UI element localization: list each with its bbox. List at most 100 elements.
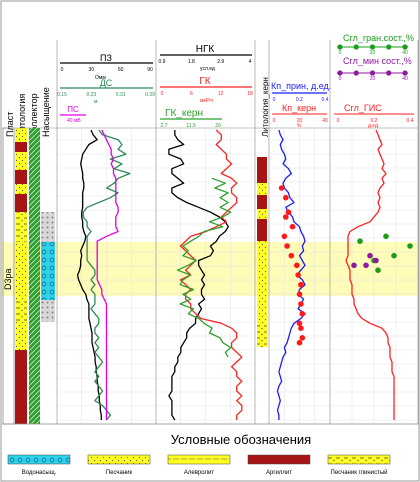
- legend-label: Песчаник: [106, 470, 133, 476]
- legend-label: Песчаник глинистый: [331, 469, 388, 476]
- point-Кп_керн: [298, 281, 304, 288]
- ds-unit: м: [94, 99, 98, 105]
- gk-unit: мкР/ч: [200, 98, 213, 104]
- litho-clay-3: [15, 194, 27, 212]
- point-Сгл_гран.сост.: [383, 233, 389, 240]
- legend-swatch-sand: [87, 454, 151, 465]
- curve-НГК: [168, 130, 229, 421]
- point-Сгл_мин сост.: [373, 257, 379, 264]
- litho-sand-4: [15, 242, 27, 300]
- point-Сгл_мин сост.: [367, 252, 373, 259]
- scale-marker: [353, 70, 359, 76]
- point-Кп_керн: [296, 320, 303, 327]
- scale-tick-label: 0: [61, 67, 64, 73]
- kp-kern-unit: %: [297, 123, 302, 129]
- legend-label: Водонасыщ.: [22, 470, 57, 476]
- litho-clay-4: [15, 350, 27, 424]
- legend-swatch-clay: [247, 454, 311, 465]
- kp-scale-ticks: 0 0.2 0.4: [273, 97, 329, 103]
- plast-header: Пласт: [5, 112, 15, 137]
- scale-marker: [402, 44, 408, 50]
- sgl-gran-scale: 0 20 40: [337, 44, 408, 56]
- core-points: [278, 185, 413, 346]
- curve-ДС: [82, 129, 131, 421]
- scale-tick-label: 0.39: [145, 92, 155, 98]
- point-Кп_керн: [283, 214, 289, 220]
- point-Кп_керн: [289, 223, 296, 230]
- sgl-gis-title: Сгл_ГИС: [344, 103, 382, 113]
- formation-label: D3pa: [3, 268, 13, 290]
- point-Кп_керн: [278, 185, 285, 191]
- scale-tick-label: 11.9: [186, 123, 196, 129]
- lithology-column: [15, 128, 27, 424]
- track4-header: Сгл_гран.сост.,% 0 20 40 Сгл_мин сост.,% 0…: [334, 33, 414, 129]
- core-sand-3: [257, 241, 267, 325]
- curve-ПС: [96, 129, 119, 420]
- collector-header: Коллектор: [29, 93, 39, 137]
- point-Кп_керн: [288, 252, 295, 259]
- scale-marker: [369, 44, 376, 50]
- scale-tick-label: 18: [247, 91, 253, 97]
- gk-kern-title: ГК_керн: [165, 108, 203, 119]
- scale-marker: [386, 44, 392, 50]
- scale-tick-label: 20: [215, 123, 221, 129]
- ngk-title: НГК: [196, 44, 215, 55]
- scale-tick-label: 60: [118, 67, 124, 73]
- ngk-scale-ticks: 0.9 1.8 2.9 4: [159, 59, 252, 65]
- scale-tick-label: 12: [218, 91, 224, 97]
- scale-tick-label: 0.15: [57, 92, 67, 98]
- sgl-gis-unit: д.ед.: [368, 123, 379, 129]
- sgl-min-title: Сгл_мин сост.,%: [343, 56, 412, 66]
- legend-swatch-clayey-sand: [327, 454, 391, 465]
- point-Кп_керн: [285, 209, 292, 215]
- legend-swatch-water: [7, 454, 71, 465]
- log-curves: [76, 129, 395, 421]
- scale-tick-label: 0: [273, 97, 276, 103]
- point-Сгл_гран.сост.: [407, 243, 413, 249]
- point-Сгл_мин сост.: [351, 262, 357, 269]
- scale-tick-label: 0.2: [371, 118, 378, 124]
- point-Сгл_мин сост.: [363, 262, 369, 269]
- ds-scale-ticks: 0.15 0.23 0.31 0.39: [57, 92, 155, 98]
- legend-swatch-silt: [167, 454, 231, 465]
- point-Кп_керн: [295, 272, 301, 278]
- point-Сгл_гран.сост.: [375, 267, 381, 274]
- scale-tick-label: 0.9: [159, 59, 166, 65]
- sat-mixed-1: [41, 212, 55, 242]
- sgl-gran-title: Сгл_гран.сост.,%: [343, 33, 414, 43]
- scale-tick-label: 20: [370, 76, 376, 82]
- core-clayey-sand: [257, 325, 267, 347]
- kp-kern-title: Кп_керн: [282, 103, 316, 113]
- point-Кп_керн: [296, 291, 303, 298]
- pz-unit: Омм: [95, 75, 106, 81]
- sgl-gis-scale-ticks: 0 0.2 0.4: [337, 118, 414, 124]
- scale-tick-label: 0.31: [116, 92, 126, 98]
- point-Сгл_гран.сост.: [391, 252, 397, 259]
- pz-scale-ticks: 0 30 60 90: [61, 67, 153, 73]
- point-Кп_керн: [283, 194, 289, 201]
- point-Кп_керн: [296, 339, 303, 346]
- scale-tick-label: 0.4: [407, 118, 414, 124]
- scale-tick-label: 40: [402, 76, 408, 82]
- track3-header: Кп_прин, д.ед. 0 0.2 0.4 Кп_керн 0 20 40 %: [271, 81, 331, 129]
- scale-tick-label: 40: [402, 50, 408, 56]
- scale-tick-label: 30: [89, 67, 95, 73]
- scale-tick-label: 0: [339, 76, 342, 82]
- scale-marker: [353, 44, 359, 50]
- gk-title: ГК: [199, 76, 210, 87]
- scale-marker: [337, 70, 343, 76]
- curve-ГК_керн: [176, 177, 232, 358]
- sat-mixed-2: [41, 300, 55, 322]
- scale-tick-label: 90: [147, 67, 153, 73]
- scale-tick-label: 0.2: [296, 97, 303, 103]
- litho-sand-1: [15, 128, 27, 142]
- highlight-interval: [2, 242, 418, 296]
- scale-tick-label: 0: [339, 50, 342, 56]
- scale-tick-label: 6: [190, 91, 193, 97]
- litho-sand-5: [15, 322, 27, 350]
- scale-tick-label: 20: [297, 118, 303, 124]
- curve-Сгл_ГИС: [345, 129, 395, 420]
